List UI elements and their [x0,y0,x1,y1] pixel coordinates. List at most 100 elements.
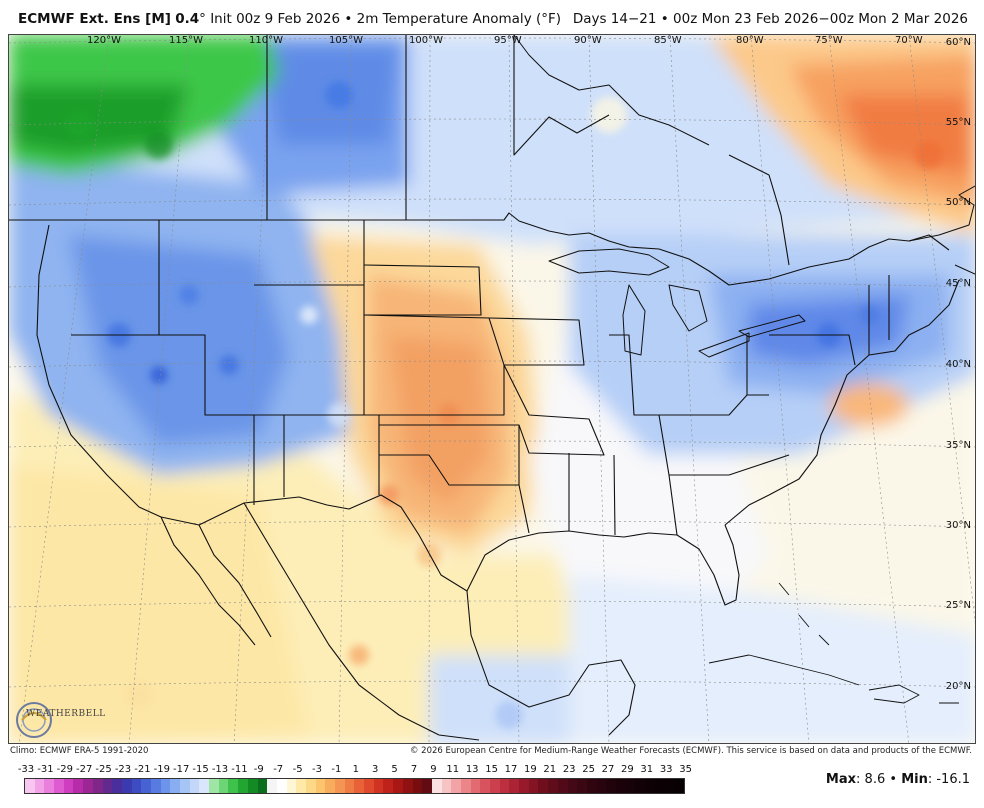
legend-label: -7 [273,764,284,775]
legend-label: 23 [562,764,576,775]
model-name: ECMWF Ext. Ens [M] [18,11,171,27]
lon-label-100w: 100°W [409,35,443,46]
legend-swatch [519,779,529,793]
title-bullet-1: • [344,11,353,27]
variable-name: 2m Temperature Anomaly (°F) [356,11,562,27]
legend-swatch [596,779,607,793]
max-label: Max [825,772,857,787]
legend-swatch [664,779,675,793]
legend-label: -21 [134,764,151,775]
legend-swatch [635,779,645,793]
lon-label-80w: 80°W [736,35,764,46]
legend-swatch [276,779,287,793]
legend-label: -3 [312,764,322,775]
legend-swatch [267,779,277,793]
legend-swatch [674,779,684,793]
legend-swatch [160,779,171,793]
weatherbell-logo [16,702,52,738]
legend-swatch [586,779,597,793]
legend-label: 17 [504,764,518,775]
title-left: ECMWF Ext. Ens [M] 0.4° Init 00z 9 Feb 2… [18,11,561,27]
legend-label: 11 [446,764,460,775]
legend-swatch [121,779,132,793]
degree-symbol: ° [199,11,206,27]
graticule [9,35,975,743]
lon-label-120w: 120°W [87,35,121,46]
legend-swatch [63,779,74,793]
legend-label: -33 [17,764,35,775]
legend-swatch [393,779,403,793]
lat-label-25n: 25°N [945,600,971,611]
legend-swatch [373,779,384,793]
legend-label: -15 [192,764,209,775]
legend-swatch [654,779,665,793]
copyright-note: © 2026 European Centre for Medium-Range … [409,746,972,756]
lat-label-45n: 45°N [945,278,971,289]
lon-label-90w: 90°W [574,35,602,46]
legend-label: 9 [430,764,437,775]
legend-swatch [557,779,568,793]
lon-label-115w: 115°W [169,35,203,46]
weatherbell-logo-text: WEATHERBELL [26,709,106,719]
legend-label: 7 [410,764,418,775]
legend-swatch [422,779,432,793]
boundaries [9,35,975,741]
legend-label: 19 [524,764,537,775]
legend-swatch [344,779,355,793]
lon-label-85w: 85°W [654,35,682,46]
legend-swatch [228,779,239,793]
legend-label: -31 [37,764,54,775]
legend-swatch [73,779,84,793]
legend-label: 35 [679,764,692,775]
legend-label: 33 [659,764,673,775]
lat-label-20n: 20°N [945,681,971,692]
legend-swatch [170,779,180,793]
legend-swatch [460,779,471,793]
legend-swatch [34,779,45,793]
legend-label: -29 [56,764,73,775]
legend-label: 1 [352,764,359,775]
lat-label-55n: 55°N [945,117,971,128]
legend-swatch [199,779,210,793]
legend-swatch [577,779,587,793]
legend-swatch [257,779,268,793]
legend-swatch [44,779,55,793]
legend-swatch [548,779,558,793]
map-graphic [9,35,975,743]
max-min-stats: Max: 8.6 • Min: -16.1 [825,772,970,787]
min-label: Min [901,772,928,787]
legend-label: -23 [114,764,132,775]
lat-label-60n: 60°N [945,37,971,48]
legend-swatch [615,779,626,793]
legend-swatch [325,779,335,793]
legend-label: -1 [331,764,342,775]
legend-swatch [180,779,190,793]
legend-label: 13 [465,764,479,775]
legend-label: -11 [231,764,248,775]
legend-swatch [528,779,539,793]
init-time: Init 00z 9 Feb 2026 [210,11,341,27]
legend-swatch [364,779,374,793]
legend-swatch [606,779,616,793]
legend-label: 27 [601,764,615,775]
legend-label: -25 [95,764,112,775]
legend-swatch [189,779,200,793]
legend-swatch [470,779,481,793]
title-bullet-2: • [660,11,669,27]
lat-label-30n: 30°N [945,520,971,531]
lon-label-95w: 95°W [494,35,522,46]
map-header: ECMWF Ext. Ens [M] 0.4° Init 00z 9 Feb 2… [0,0,984,34]
legend-label: 3 [372,764,379,775]
legend-label: 25 [582,764,595,775]
legend-swatch [441,779,452,793]
lon-label-105w: 105°W [329,35,363,46]
legend-swatch [25,779,35,793]
legend-swatch [315,779,326,793]
lat-label-35n: 35°N [945,440,971,451]
legend-swatch [112,779,122,793]
legend-swatch [141,779,151,793]
lon-label-70w: 70°W [895,35,923,46]
stats-bullet: • [889,772,898,787]
lat-label-40n: 40°N [945,359,971,370]
legend-swatch [238,779,248,793]
